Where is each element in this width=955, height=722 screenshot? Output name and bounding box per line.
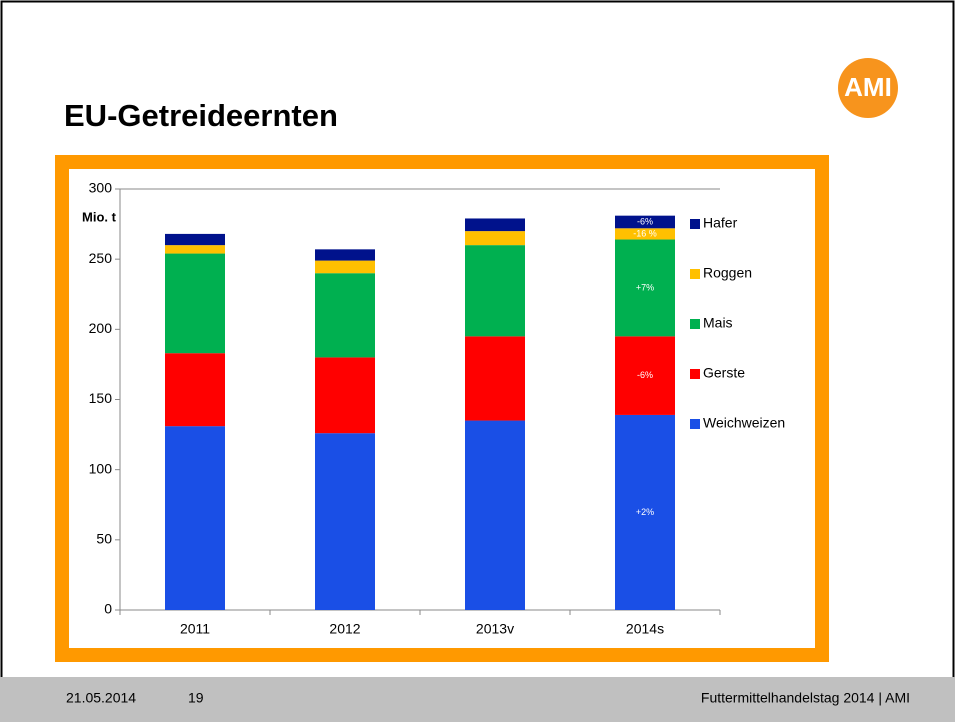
legend-swatch — [690, 419, 700, 429]
y-tick-label: 0 — [104, 601, 112, 617]
change-label: -6% — [637, 216, 653, 226]
bar-segment — [165, 253, 225, 354]
bar-segment — [615, 239, 675, 337]
y-tick-label: 100 — [89, 460, 113, 476]
footer-page: 19 — [188, 690, 204, 706]
y-tick-label: 150 — [89, 390, 113, 406]
bar-segment — [165, 245, 225, 254]
y-axis-label: Mio. t — [82, 209, 117, 224]
logo-circle — [838, 58, 898, 118]
legend-swatch — [690, 269, 700, 279]
legend-swatch — [690, 319, 700, 329]
bar-segment — [165, 426, 225, 610]
y-tick-label: 200 — [89, 320, 113, 336]
legend-swatch — [690, 219, 700, 229]
y-tick-label: 50 — [96, 531, 112, 547]
logo: AMI — [844, 72, 892, 102]
legend-label: Hafer — [703, 215, 738, 231]
bar-segment — [615, 215, 675, 229]
change-label: -16 % — [633, 228, 657, 238]
bar-segment — [465, 245, 525, 337]
bar-segment — [315, 260, 375, 274]
bar-segment — [615, 336, 675, 415]
x-tick-label: 2014s — [626, 621, 664, 637]
bar-segment — [615, 228, 675, 240]
bar-segment — [315, 357, 375, 434]
bar-segment — [465, 336, 525, 421]
x-tick-label: 2012 — [329, 621, 360, 637]
y-tick-label: 300 — [89, 180, 113, 196]
legend-label: Roggen — [703, 265, 752, 281]
bar-segment — [315, 433, 375, 610]
bar-segment — [465, 231, 525, 246]
legend-label: Mais — [703, 315, 733, 331]
bar-segment — [165, 353, 225, 427]
bar-segment — [315, 249, 375, 261]
bar-segment — [315, 273, 375, 358]
footer-band — [0, 677, 955, 722]
slide-title: EU-Getreideernten — [64, 98, 338, 133]
change-label: +7% — [636, 282, 654, 292]
footer-text: Futtermittelhandelstag 2014 | AMI — [701, 690, 910, 706]
bar-segment — [465, 218, 525, 232]
x-tick-label: 2013v — [476, 621, 514, 637]
change-label: +2% — [636, 507, 654, 517]
x-tick-label: 2011 — [180, 621, 210, 637]
bar-segment — [615, 414, 675, 610]
bar-segment — [165, 233, 225, 246]
legend-swatch — [690, 369, 700, 379]
legend-label: Gerste — [703, 365, 745, 381]
y-tick-label: 250 — [89, 250, 113, 266]
change-label: -6% — [637, 370, 653, 380]
footer-date: 21.05.2014 — [66, 690, 136, 706]
bar-segment — [465, 420, 525, 610]
legend-label: Weichweizen — [703, 415, 785, 431]
